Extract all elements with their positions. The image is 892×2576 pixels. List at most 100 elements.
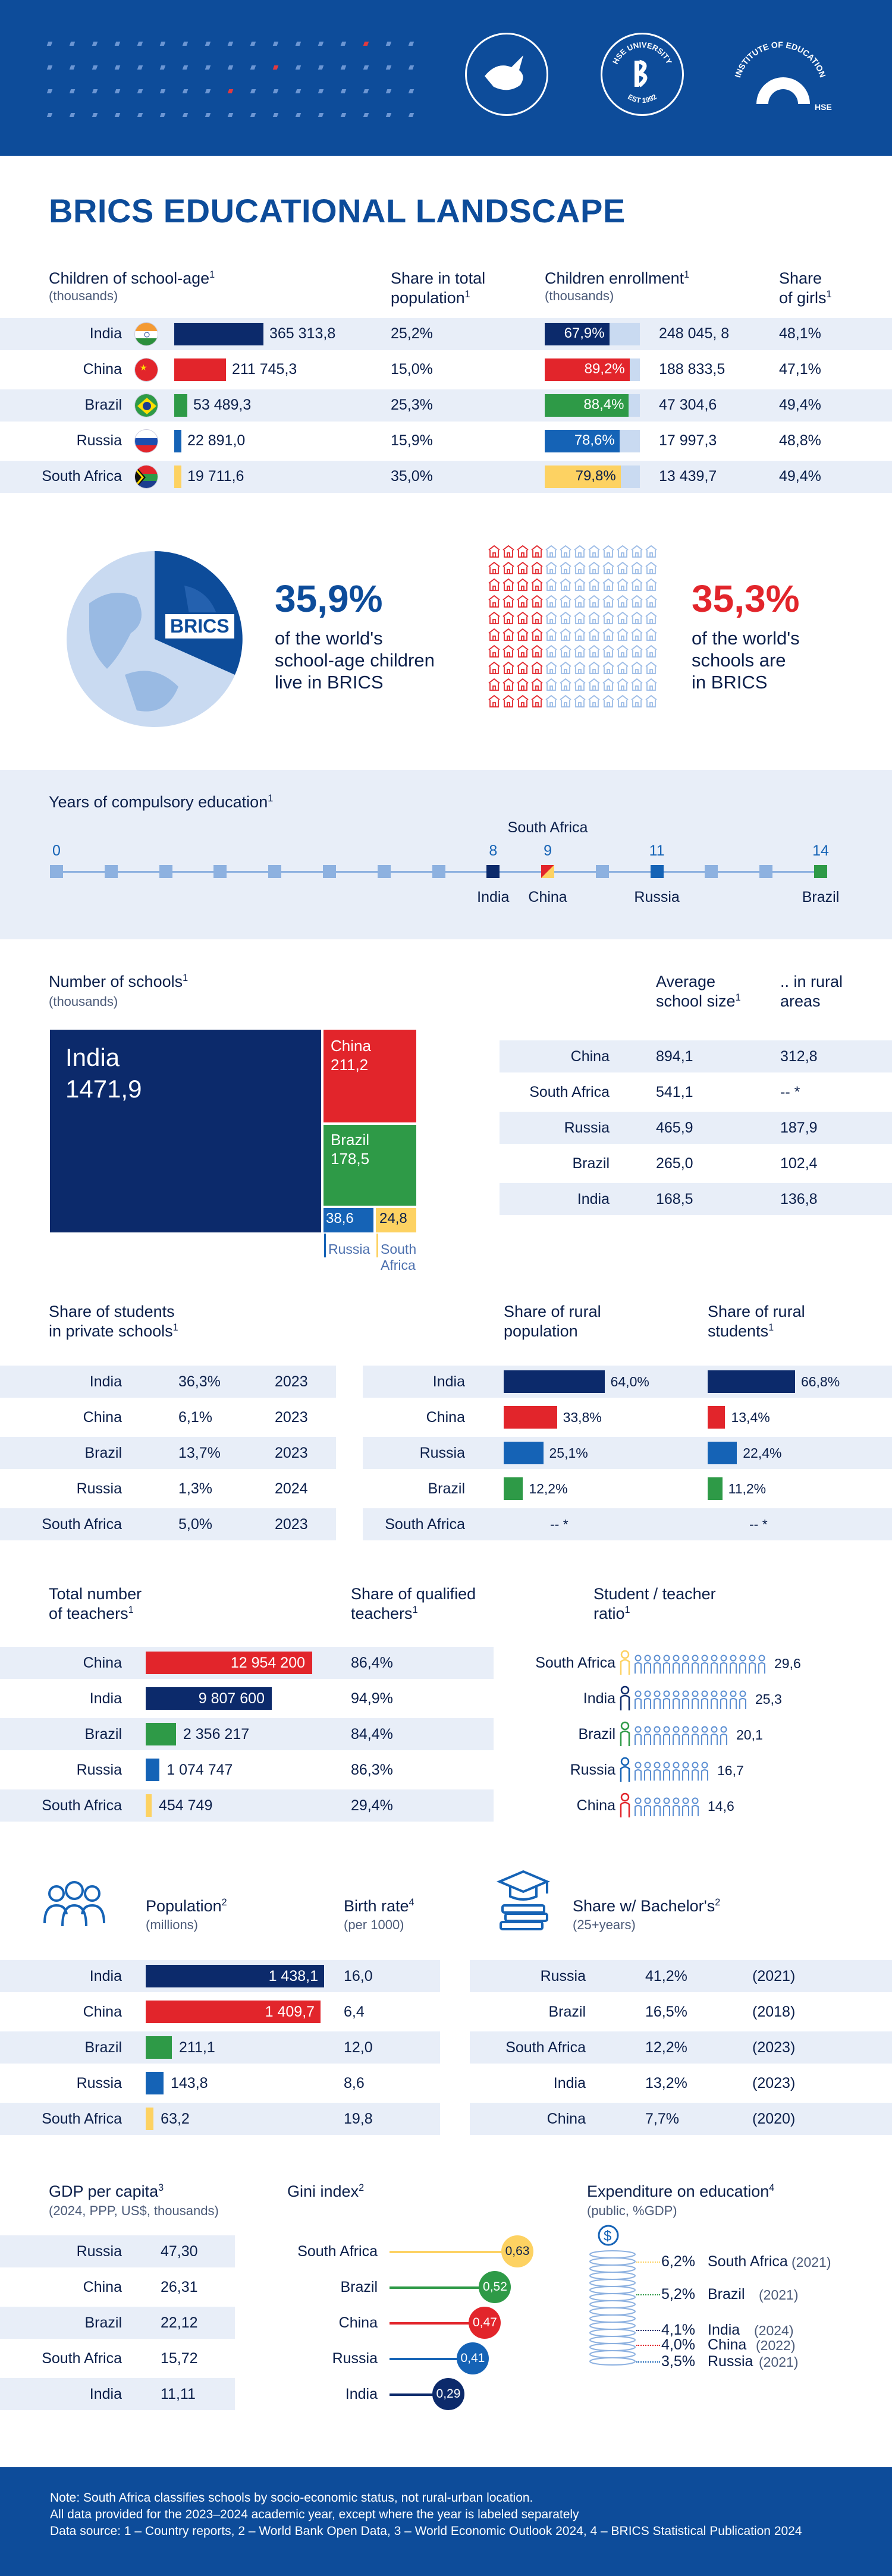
rural-population-bar (504, 1442, 544, 1464)
teachers-bar (146, 1723, 176, 1745)
gini-value: 0,63 (505, 2244, 530, 2258)
private-share-value: 13,7% (178, 1445, 221, 1461)
country-label: China (576, 1797, 615, 1814)
school-icon (516, 611, 529, 625)
decorative-dot (318, 65, 324, 70)
school-icon (573, 561, 586, 575)
teachers-value: 9 807 600 (198, 1690, 265, 1707)
decorative-dot (159, 42, 166, 46)
student-icon (748, 1655, 756, 1675)
decorative-dot (182, 89, 189, 93)
school-icon (545, 627, 558, 641)
timeline-label-south-africa: South Africa (507, 819, 588, 836)
enrollment-pct: 88,4% (583, 397, 624, 413)
treemap-india-value: 1471,9 (65, 1075, 142, 1103)
decorative-dot (114, 89, 121, 93)
school-icon (616, 594, 629, 608)
school-icon (502, 594, 515, 608)
decorative-dot (46, 42, 53, 46)
people-icon (42, 1879, 107, 1932)
school-icon (630, 677, 643, 691)
bachelor-share-year: (2023) (752, 2039, 796, 2056)
gdp-value: 15,72 (161, 2350, 198, 2367)
timeline-label: India (477, 889, 510, 905)
school-icon (645, 694, 658, 708)
expenditure-year: (2022) (756, 2338, 796, 2353)
country-label: China (570, 1048, 610, 1065)
decorative-dot (205, 89, 211, 93)
school-icon (530, 611, 544, 625)
teachers-value: 12 954 200 (230, 1655, 305, 1671)
country-label: India (89, 1373, 122, 1390)
table-row (363, 1508, 892, 1540)
school-icon (573, 644, 586, 658)
table-row (0, 354, 892, 386)
svg-text:★: ★ (140, 363, 147, 372)
table-row (0, 425, 892, 457)
school-icon (602, 594, 615, 608)
school-icon (488, 611, 501, 625)
school-icon (545, 694, 558, 708)
country-label: Brazil (428, 1480, 465, 1497)
decorative-dot (46, 89, 53, 93)
country-label: Russia (76, 432, 122, 449)
treemap-south-africa (375, 1207, 417, 1234)
rural-population-value: 25,1% (549, 1445, 588, 1461)
school-icon (573, 627, 586, 641)
private-share-year: 2024 (275, 1480, 308, 1497)
decorative-dot (137, 65, 143, 70)
brics-expert-council-logo (465, 33, 548, 116)
children-bar (174, 394, 187, 417)
student-icon (672, 1690, 680, 1710)
school-icon (645, 544, 658, 558)
girls-share-value: 48,1% (779, 325, 821, 342)
share-population-value: 25,3% (391, 397, 433, 413)
world-schools-share: 35,3% (692, 577, 800, 620)
school-icon (502, 627, 515, 641)
school-icon (516, 677, 529, 691)
school-icon (559, 677, 572, 691)
header-rural-students: Share of rural students1 (708, 1303, 805, 1340)
treemap-china (322, 1028, 417, 1124)
country-label: Brazil (578, 1726, 615, 1743)
birth-rate-value: 19,8 (344, 2111, 373, 2127)
school-icon (559, 644, 572, 658)
rural-students-value: 66,8% (800, 1374, 840, 1389)
country-label: Brazil (84, 1445, 122, 1461)
country-label: India (345, 2386, 378, 2402)
student-icon (710, 1690, 718, 1710)
timeline-marker (50, 865, 63, 878)
timeline-marker (595, 865, 609, 878)
school-icon (545, 677, 558, 691)
rural-population-value: 64,0% (610, 1374, 649, 1389)
school-icon (616, 660, 629, 675)
country-label: India (89, 2386, 122, 2402)
country-label: India (89, 325, 122, 342)
student-icon (643, 1762, 652, 1782)
private-share-year: 2023 (275, 1516, 308, 1533)
school-icon (530, 660, 544, 675)
treemap-russia-value: 38,6 (326, 1210, 354, 1226)
table-row (0, 1508, 336, 1540)
country-label: Brazil (340, 2279, 378, 2295)
country-label: Russia (76, 1762, 122, 1778)
decorative-dots (46, 42, 434, 131)
teachers-value: 1 074 747 (167, 1762, 233, 1778)
timeline-marker (432, 865, 445, 878)
rural-population-value: 12,2% (529, 1481, 568, 1496)
children-value: 211 745,3 (231, 361, 297, 378)
country-label: India (553, 2075, 586, 2091)
teacher-icon (618, 1757, 632, 1783)
student-icon (634, 1726, 642, 1746)
enrollment-bar (545, 358, 630, 381)
world-children-share: 35,9% (275, 577, 383, 620)
qualified-share-value: 29,4% (351, 1797, 393, 1814)
timeline-marker (650, 865, 664, 878)
decorative-dot (295, 89, 301, 93)
student-icon (634, 1797, 642, 1817)
decorative-dot (159, 113, 166, 117)
school-icon (573, 594, 586, 608)
student-icon (720, 1726, 728, 1746)
header-population: Population2 (146, 1897, 227, 1915)
country-label: India (577, 1191, 610, 1207)
